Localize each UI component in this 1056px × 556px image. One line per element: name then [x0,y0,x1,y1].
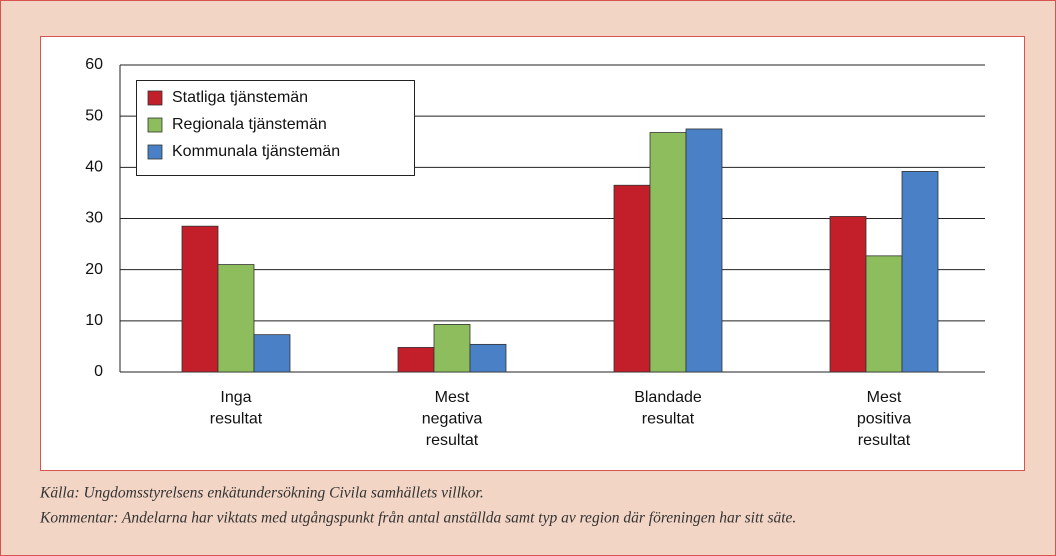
legend-box [136,80,415,176]
bar [649,132,687,373]
x-tick-label: positiva [857,411,911,428]
y-tick-label: 0 [94,363,103,380]
bar [397,347,435,373]
legend-label: Kommunala tjänstemän [172,143,340,160]
bar [613,184,651,373]
bar [685,128,723,373]
bar [217,264,255,373]
x-tick-label: negativa [422,411,483,428]
y-tick-label: 20 [85,261,103,278]
x-tick-label: Inga [220,389,251,406]
bar [469,343,507,373]
y-tick-label: 50 [85,107,103,124]
bar [433,324,471,373]
x-tick-label: resultat [210,411,263,428]
legend-swatch [147,144,163,160]
y-tick-label: 10 [85,312,103,329]
bar [829,216,867,373]
x-tick-label: Blandade [634,389,702,406]
y-tick-label: 40 [85,159,103,176]
bar [865,255,903,373]
legend-label: Regionala tjänstemän [172,116,327,133]
x-tick-label: resultat [858,432,911,449]
legend-swatch [147,90,163,106]
x-tick-label: resultat [642,411,695,428]
bar [253,334,291,373]
bar [181,225,219,373]
y-tick-label: 30 [85,210,103,227]
y-tick-label: 60 [85,56,103,73]
x-tick-label: Mest [435,389,470,406]
bar [901,171,939,373]
note: Källa: Ungdomsstyrelsens enkätundersökni… [39,485,484,502]
x-tick-label: Mest [867,389,902,406]
legend-label: Statliga tjänstemän [172,89,308,106]
note: Kommentar: Andelarna har viktats med utg… [39,510,796,527]
x-tick-label: resultat [426,432,479,449]
legend-swatch [147,117,163,133]
